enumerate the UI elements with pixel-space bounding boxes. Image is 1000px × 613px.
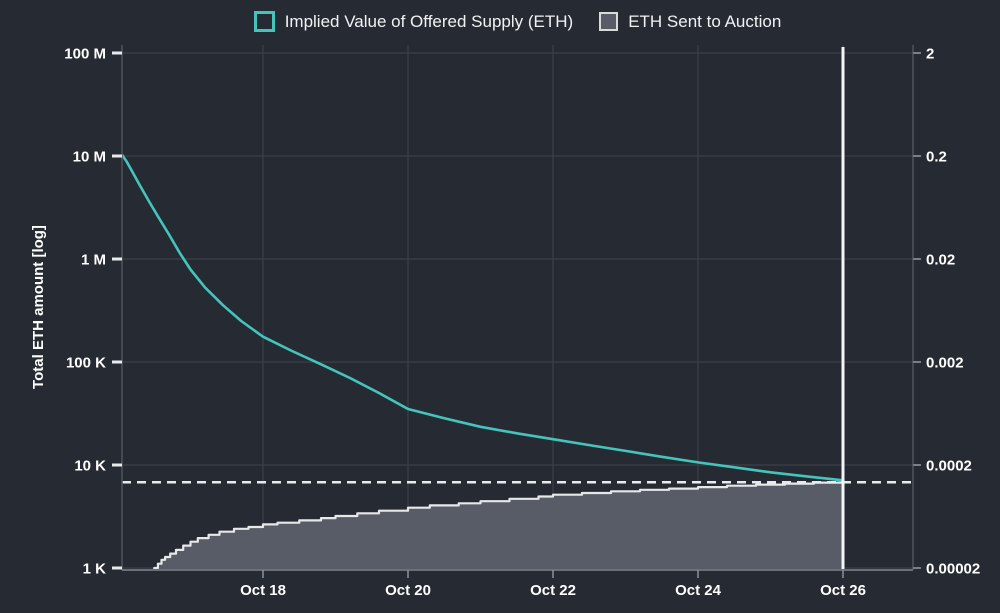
x-axis-tick-label: Oct 20 <box>385 582 431 599</box>
left-axis-tick <box>112 257 122 261</box>
left-axis-tick-label: 100 M <box>64 46 106 63</box>
legend-label-implied-value: Implied Value of Offered Supply (ETH) <box>284 11 574 31</box>
left-axis-tick <box>112 154 122 158</box>
eth-sent-edge-line <box>153 481 845 570</box>
x-axis-tick <box>407 570 409 578</box>
x-axis-tick <box>552 570 554 578</box>
left-axis-tick-label: 100 K <box>66 355 106 372</box>
right-axis-tick-label: 2 <box>926 46 934 63</box>
implied-value-line <box>121 153 845 482</box>
x-axis-tick <box>262 570 264 578</box>
right-axis-tick <box>913 52 921 54</box>
right-axis-tick <box>913 361 921 363</box>
x-axis-tick <box>697 570 699 578</box>
x-axis-tick <box>842 570 844 578</box>
legend: Implied Value of Offered Supply (ETH) ET… <box>122 11 913 32</box>
legend-item-eth-sent[interactable]: ETH Sent to Auction <box>599 12 781 32</box>
right-axis-tick <box>913 464 921 466</box>
implied-value-swatch-icon <box>253 11 275 32</box>
x-axis-tick-label: Oct 18 <box>240 582 286 599</box>
left-axis-tick <box>112 566 122 570</box>
right-axis-tick-label: 0.0002 <box>926 458 972 475</box>
right-axis-tick <box>913 258 921 260</box>
left-axis-tick <box>112 51 122 55</box>
x-axis-tick-label: Oct 24 <box>675 582 722 599</box>
y-axis-title: Total ETH amount [log] <box>30 225 47 389</box>
left-axis-tick <box>112 360 122 364</box>
x-axis-tick-label: Oct 26 <box>820 582 866 599</box>
right-axis-tick <box>913 567 921 569</box>
eth-sent-area <box>154 481 844 570</box>
right-axis-tick-label: 0.2 <box>926 149 947 166</box>
right-axis-tick-label: 0.00002 <box>926 561 980 578</box>
right-axis-tick <box>913 155 921 157</box>
x-axis-tick-label: Oct 22 <box>530 582 576 599</box>
left-axis-tick <box>112 463 122 467</box>
legend-label-eth-sent: ETH Sent to Auction <box>628 11 782 31</box>
right-axis-tick-label: 0.02 <box>926 252 955 269</box>
left-axis-tick-label: 10 K <box>74 458 106 475</box>
left-axis-tick-label: 10 M <box>73 149 106 166</box>
left-axis-tick-label: 1 K <box>83 561 107 578</box>
left-axis-tick-label: 1 M <box>81 252 106 269</box>
legend-item-implied-value[interactable]: Implied Value of Offered Supply (ETH) <box>253 11 574 32</box>
eth-sent-swatch-icon <box>599 12 619 31</box>
right-axis-tick-label: 0.002 <box>926 355 964 372</box>
